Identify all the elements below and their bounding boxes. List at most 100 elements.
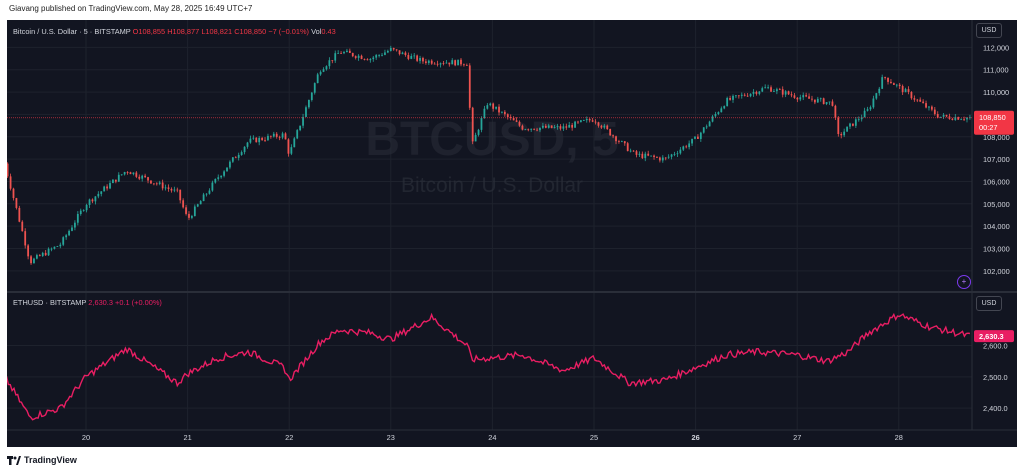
x-tick-label: 21 <box>183 433 191 442</box>
btc-candle-body <box>53 246 56 249</box>
btc-candle-body <box>363 58 366 60</box>
btc-currency-button[interactable]: USD <box>976 23 1002 38</box>
btc-candle-body <box>673 154 676 155</box>
btc-candle-body <box>658 157 661 161</box>
btc-candle-body <box>834 105 837 118</box>
btc-candle-body <box>296 130 299 139</box>
btc-candle-body <box>460 59 462 65</box>
btc-candle-body <box>12 188 15 199</box>
btc-candle-body <box>416 55 419 61</box>
btc-candle-body <box>667 156 670 158</box>
btc-candle-body <box>863 110 866 118</box>
btc-candle-body <box>752 91 755 94</box>
btc-candle-body <box>281 133 284 138</box>
btc-candle-body <box>164 187 167 189</box>
btc-candle-body <box>489 103 492 106</box>
btc-candle-body <box>205 193 208 195</box>
btc-candle-body <box>755 91 758 94</box>
btc-candle-body <box>796 97 799 100</box>
btc-candle-body <box>424 61 427 63</box>
btc-candle-body <box>176 189 179 191</box>
btc-candle-body <box>322 69 325 72</box>
btc-candle-body <box>375 55 378 58</box>
btc-candle-body <box>302 116 304 126</box>
btc-candle-body <box>465 65 468 66</box>
btc-candle-body <box>679 149 682 154</box>
btc-candle-body <box>951 118 954 120</box>
btc-candle-body <box>419 58 421 61</box>
btc-candle-body <box>74 222 76 228</box>
btc-candle-body <box>287 139 290 154</box>
btc-candle-body <box>395 49 398 51</box>
btc-candle-body <box>922 101 925 104</box>
btc-candle-body <box>76 213 79 223</box>
btc-candle-body <box>445 62 448 64</box>
x-tick-label: 23 <box>387 433 395 442</box>
btc-candle-body <box>837 117 840 134</box>
watermark-description: Bitcoin / U.S. Dollar <box>401 174 583 197</box>
btc-candle-body <box>71 227 73 231</box>
btc-candle-body <box>223 171 225 176</box>
btc-candle-body <box>477 129 480 135</box>
btc-candle-body <box>670 154 673 157</box>
btc-candle-body <box>802 95 805 98</box>
btc-candle-body <box>887 77 889 82</box>
chart-canvas[interactable]: BTCUSD, 5 Bitcoin / U.S. Dollar 102,000 10… <box>7 20 1017 447</box>
btc-candle-body <box>41 252 44 256</box>
btc-candle-body <box>638 153 641 155</box>
btc-candle-body <box>185 207 187 214</box>
btc-candle-body <box>778 89 781 91</box>
btc-candle-body <box>697 136 699 139</box>
btc-candle-body <box>676 153 679 155</box>
btc-vol-value: 0.43 <box>321 27 336 36</box>
chart-frame[interactable]: BTCUSD, 5 Bitcoin / U.S. Dollar 102,000 10… <box>7 20 1017 447</box>
btc-candle-body <box>100 191 103 194</box>
btc-candle-body <box>506 114 509 118</box>
btc-candle-body <box>615 136 617 142</box>
btc-candle-body <box>664 157 667 159</box>
btc-candle-body <box>790 94 793 96</box>
btc-candle-body <box>860 117 863 120</box>
btc-candle-body <box>533 128 536 130</box>
btc-candle-body <box>237 154 240 158</box>
add-plus-icon[interactable]: + <box>957 275 971 289</box>
eth-currency-button[interactable]: USD <box>976 296 1002 311</box>
btc-candle-body <box>729 97 731 100</box>
btc-candle-body <box>62 237 65 245</box>
btc-candle-body <box>120 174 123 176</box>
btc-candle-body <box>732 95 734 100</box>
btc-candle-body <box>612 135 614 137</box>
btc-candle-body <box>761 88 764 92</box>
btc-candle-body <box>740 94 743 96</box>
btc-candle-body <box>170 188 173 191</box>
btc-candle-body <box>746 95 749 97</box>
btc-candle-body <box>723 106 726 109</box>
footer-brand-text: TradingView <box>24 455 77 465</box>
btc-candle-body <box>509 117 512 118</box>
btc-candle-body <box>936 114 939 118</box>
btc-candle-body <box>354 56 357 58</box>
x-tick-label: 27 <box>793 433 801 442</box>
btc-candle-body <box>308 99 310 108</box>
btc-candle-body <box>389 48 392 51</box>
btc-candle-body <box>904 89 907 93</box>
btc-candle-body <box>264 139 266 141</box>
btc-candle-body <box>337 53 340 54</box>
btc-candle-body <box>144 175 147 178</box>
btc-candle-body <box>565 126 568 128</box>
btc-candle-body <box>226 167 228 172</box>
btc-candle-body <box>626 143 629 152</box>
btc-candle-body <box>293 138 296 148</box>
btc-y-tick-label: 103,000 <box>983 244 1010 253</box>
eth-price-line <box>7 312 971 421</box>
btc-candle-body <box>963 119 965 121</box>
btc-candle-body <box>316 74 319 84</box>
btc-candle-body <box>191 216 193 218</box>
btc-candle-body <box>483 108 486 119</box>
btc-candle-body <box>819 98 822 100</box>
btc-candle-body <box>764 87 767 89</box>
tradingview-logo-icon <box>7 456 21 466</box>
btc-candle-body <box>442 63 445 65</box>
btc-candle-body <box>536 129 538 131</box>
btc-candle-body <box>623 141 626 144</box>
